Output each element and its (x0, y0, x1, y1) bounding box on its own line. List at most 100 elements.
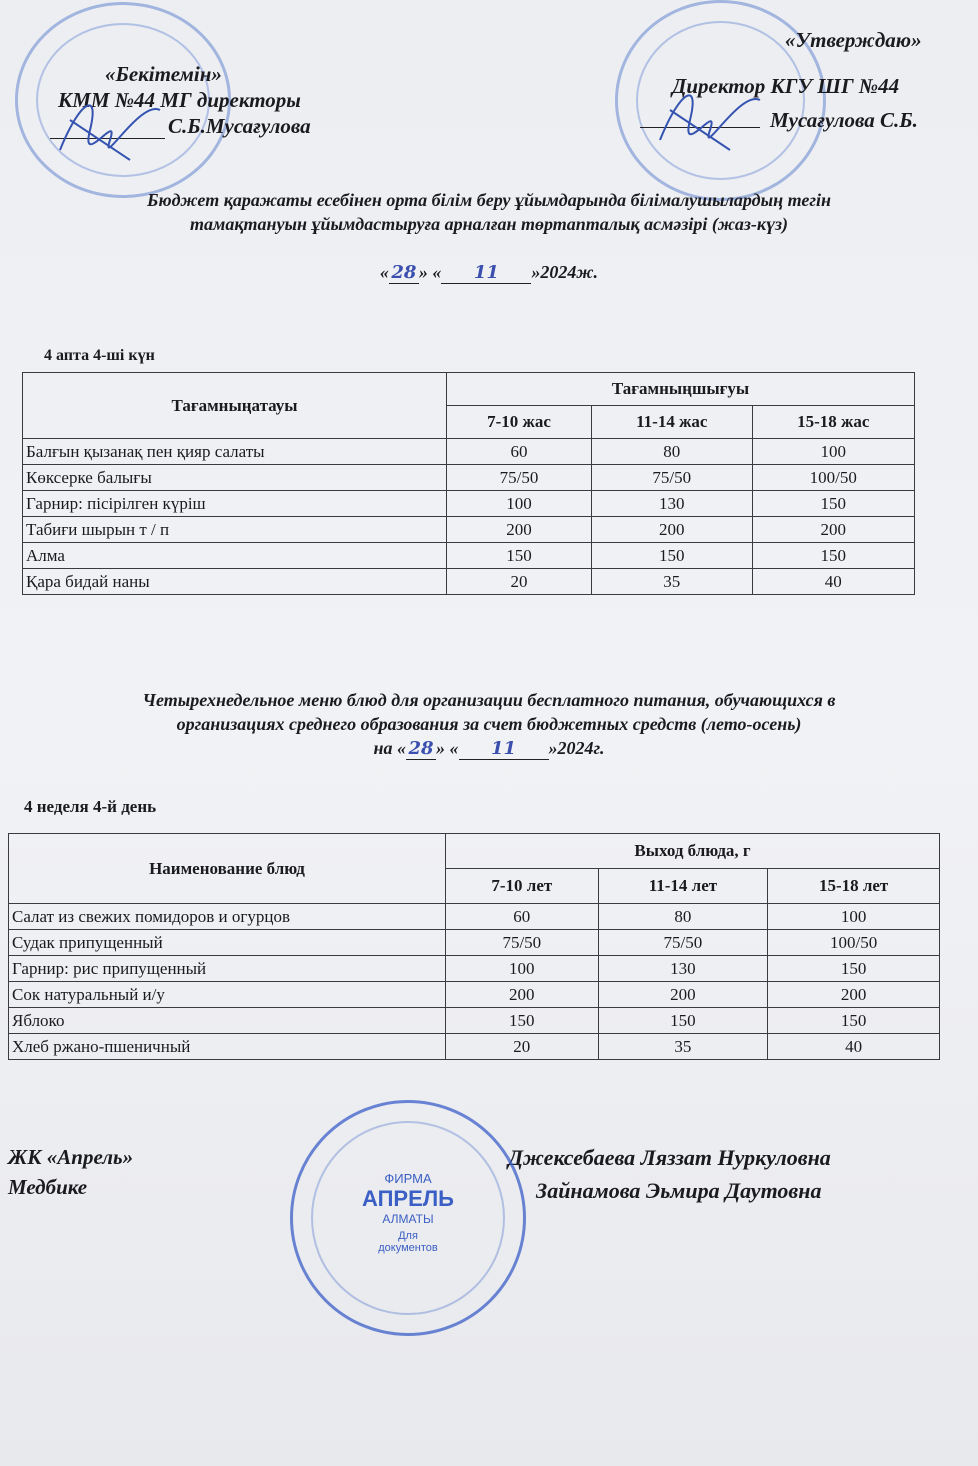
approval-kz-position: КММ №44 МГ директоры (58, 88, 301, 112)
portion-value: 75/50 (591, 464, 753, 491)
date-day: 28 (406, 738, 437, 760)
approval-ru-position: Директор КГУ ШГ №44 (672, 74, 900, 98)
date-text: »2024г. (548, 738, 605, 758)
ru-title-line2: организациях среднего образования за сче… (176, 714, 802, 734)
approval-ru-heading: «Утверждаю» (785, 28, 922, 52)
portion-value: 75/50 (445, 464, 593, 491)
dish-name: Судак припущенный (8, 929, 446, 956)
portion-value: 150 (445, 1007, 599, 1034)
date-day: 28 (388, 262, 419, 284)
signature-left (59, 104, 161, 161)
date-month: 11 (441, 262, 532, 284)
ru-week-label: 4 неделя 4-й день (24, 797, 157, 816)
portion-value: 100 (767, 903, 940, 930)
date-text: на « (373, 738, 407, 758)
portion-value: 130 (597, 955, 769, 982)
stamp-city: АЛМАТЫ (382, 1212, 434, 1226)
kz-title-line2: тамақтануын ұйымдастыруға арналған төрта… (190, 214, 788, 234)
portion-value: 75/50 (445, 929, 599, 956)
date-text: « (379, 262, 389, 282)
table-row: Қара бидай наны 20 35 40 (22, 568, 916, 595)
approval-kz-name: С.Б.Мусағулова (168, 114, 311, 138)
portion-value: 200 (767, 981, 940, 1008)
age-header: 11-14 лет (597, 868, 769, 904)
portion-value: 60 (445, 438, 593, 465)
dish-name: Алма (22, 542, 447, 569)
portion-value: 150 (767, 1007, 940, 1034)
portion-value: 150 (767, 955, 940, 982)
portion-value: 150 (751, 490, 916, 517)
portion-value: 200 (445, 981, 599, 1008)
portion-value: 150 (591, 542, 753, 569)
dish-name: Гарнир: рис припущенный (8, 955, 446, 982)
date-text: »2024ж. (531, 262, 599, 282)
portion-value: 200 (597, 981, 769, 1008)
age-header: 15-18 жас (751, 405, 916, 439)
table-row: Гарнир: пісірілген күріш 100 130 150 (22, 490, 916, 517)
approval-kz-heading: «Бекітемін» (105, 62, 222, 86)
footer-person2: Зайнамова Эьмира Даутовна (536, 1178, 822, 1203)
stamp-firm: ФИРМА (384, 1171, 432, 1186)
name-header: Тағамныңатауы (22, 372, 447, 439)
portion-value: 100 (445, 955, 599, 982)
firm-stamp: ФИРМА АПРЕЛЬ АЛМАТЫ Для документов (290, 1100, 526, 1336)
portion-value: 100 (751, 438, 916, 465)
footer-role: Медбике (8, 1175, 88, 1199)
approval-ru-name: Мусағулова С.Б. (770, 108, 918, 132)
dish-name: Яблоко (8, 1007, 446, 1034)
portion-value: 80 (591, 438, 753, 465)
dish-name: Көксерке балығы (22, 464, 447, 491)
official-stamp-left (15, 2, 231, 198)
dish-name: Хлеб ржано-пшеничный (8, 1033, 446, 1060)
table-row: Яблоко 150 150 150 (8, 1007, 940, 1034)
date-text: » « (436, 738, 459, 758)
portion-value: 60 (445, 903, 599, 930)
official-stamp-right (615, 0, 826, 201)
portion-value: 35 (591, 568, 753, 595)
footer-org: ЖК «Апрель» (8, 1145, 134, 1169)
portion-value: 100/50 (751, 464, 916, 491)
portion-value: 20 (445, 568, 593, 595)
portion-value: 75/50 (597, 929, 769, 956)
portion-value: 40 (767, 1033, 940, 1060)
table-row: Судак припущенный 75/50 75/50 100/50 (8, 929, 940, 956)
stamp-name: АПРЕЛЬ (361, 1186, 454, 1211)
dish-name: Салат из свежих помидоров и огурцов (8, 903, 446, 930)
dish-name: Балғын қызанақ пен қияр салаты (22, 438, 447, 465)
name-header: Наименование блюд (8, 833, 446, 904)
stamp-purpose: Для документов (378, 1230, 438, 1254)
age-header: 11-14 жас (591, 405, 753, 439)
portion-value: 200 (445, 516, 593, 543)
age-header: 15-18 лет (767, 868, 940, 904)
dish-name: Табиғи шырын т / п (22, 516, 447, 543)
portion-value: 80 (597, 903, 769, 930)
date-month: 11 (458, 738, 549, 760)
table-row: Алма 150 150 150 (22, 542, 916, 569)
dish-name: Қара бидай наны (22, 568, 447, 595)
ru-menu-table: Наименование блюд Выход блюда, г 7-10 лет… (8, 833, 940, 1060)
ru-date: на «28» «11 »2024г. (0, 738, 978, 760)
age-header: 7-10 лет (445, 868, 599, 904)
portion-value: 20 (445, 1033, 599, 1060)
portion-value: 130 (591, 490, 753, 517)
portion-value: 40 (751, 568, 916, 595)
portion-value: 150 (445, 542, 593, 569)
signature-line (50, 138, 165, 139)
kz-title-line1: Бюджет қаражаты есебінен орта білім беру… (147, 190, 831, 210)
portion-value: 150 (597, 1007, 769, 1034)
ru-title-line1: Четырехнедельное меню блюд для организац… (142, 690, 836, 710)
dish-name: Гарнир: пісірілген күріш (22, 490, 447, 517)
table-row: Хлеб ржано-пшеничный 20 35 40 (8, 1033, 940, 1060)
portion-value: 35 (597, 1033, 769, 1060)
age-header: 7-10 жас (445, 405, 593, 439)
signature-right (659, 94, 761, 151)
kz-week-label: 4 апта 4-ші күн (44, 347, 155, 364)
dish-name: Сок натуральный и/у (8, 981, 446, 1008)
kz-menu-table: Тағамныңатауы Тағамныңшығуы 7-10 жас 11-14… (22, 372, 916, 595)
table-row: Сок натуральный и/у 200 200 200 (8, 981, 940, 1008)
table-row: Салат из свежих помидоров и огурцов 60 80 1… (8, 903, 940, 930)
portion-value: 200 (751, 516, 916, 543)
table-row: Табиғи шырын т / п 200 200 200 (22, 516, 916, 543)
portion-value: 150 (751, 542, 916, 569)
